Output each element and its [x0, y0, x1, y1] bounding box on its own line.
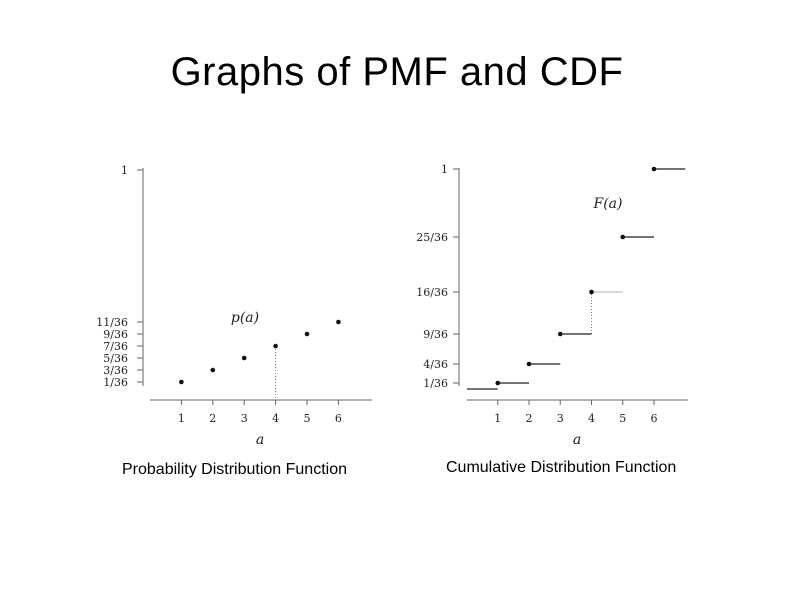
cdf-x-tick-label: 1 — [494, 412, 501, 425]
pmf-y-tick-label: 1/36 — [103, 376, 128, 389]
pmf-y-tick-label: 3/36 — [103, 364, 128, 377]
pmf-y-tick-label: 11/36 — [96, 316, 128, 329]
pmf-y-tick-label: 5/36 — [103, 352, 128, 365]
cdf-point — [620, 234, 626, 240]
pmf-caption: Probability Distribution Function — [122, 461, 347, 478]
pmf-y-tick-label: 9/36 — [103, 328, 128, 341]
cdf-y-tick-label: 25/36 — [416, 231, 448, 244]
cdf-annotation: F(a) — [593, 196, 623, 212]
cdf-y-tick-label: 1/36 — [423, 377, 448, 390]
cdf-caption: Cumulative Distribution Function — [446, 459, 677, 476]
pmf-point — [273, 343, 278, 349]
pmf-point — [210, 367, 216, 373]
pmf-x-tick-label: 2 — [209, 412, 216, 425]
pmf-x-tick-label: 1 — [178, 412, 185, 425]
cdf-point — [495, 380, 501, 386]
pmf-y-tick-label: 7/36 — [103, 340, 128, 353]
cdf-y-tick-label: 4/36 — [423, 358, 448, 371]
pmf-point — [179, 379, 184, 385]
pmf-x-axis-title: a — [256, 432, 264, 448]
cdf-x-tick-label: 3 — [557, 412, 564, 425]
pmf-point — [241, 355, 247, 361]
pmf-x-tick-label: 5 — [304, 412, 311, 425]
cdf-y-tick-label: 16/36 — [416, 286, 448, 299]
pmf-point — [336, 319, 341, 325]
pmf-x-tick-label: 4 — [272, 412, 279, 425]
cdf-x-tick-label: 5 — [619, 412, 626, 425]
pmf-x-tick-label: 3 — [241, 412, 248, 425]
pmf-y-tick-label: 1 — [121, 164, 128, 177]
cdf-point — [589, 289, 594, 295]
cdf-x-axis-title: a — [573, 432, 581, 448]
cdf-y-tick-label: 1 — [441, 163, 448, 176]
cdf-point — [651, 166, 657, 172]
cdf-x-tick-label: 6 — [651, 412, 658, 425]
pmf-annotation: p(a) — [231, 310, 259, 326]
slide-title: Graphs of PMF and CDF — [170, 50, 624, 94]
cdf-y-tick-label: 9/36 — [423, 328, 448, 341]
cdf-x-tick-label: 4 — [588, 412, 595, 425]
cdf-x-tick-label: 2 — [526, 412, 533, 425]
pmf-x-tick-label: 6 — [335, 412, 342, 425]
cdf-point — [526, 361, 532, 367]
cdf-point — [557, 331, 563, 337]
pmf-point — [304, 331, 310, 337]
